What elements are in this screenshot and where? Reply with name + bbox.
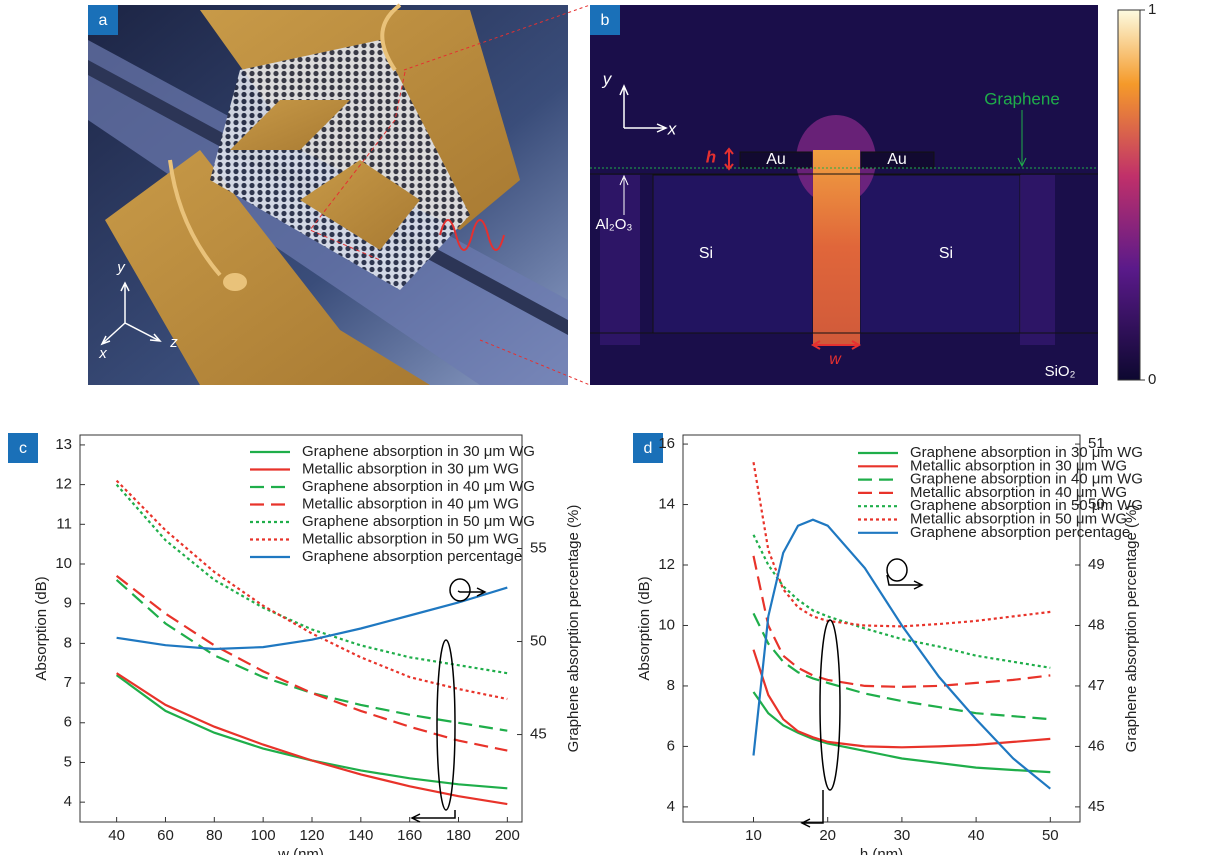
x-tick-label: 40: [968, 827, 985, 844]
figure: a y x z b y x Graphene h Au Au Al₂O₃: [0, 0, 1210, 855]
series-line: [117, 588, 508, 649]
annotation-ellipse: [437, 640, 455, 810]
annotation-ellipse: [820, 620, 840, 790]
y2-tick-label: 45: [530, 726, 547, 743]
annotation-ellipse: [887, 559, 907, 581]
series-line: [117, 576, 508, 751]
panel-label: d: [644, 440, 653, 457]
axis-label: x: [98, 345, 107, 362]
y-axis-label: Absorption (dB): [636, 576, 653, 680]
series-line: [754, 556, 1051, 687]
y-tick-label: 12: [55, 476, 72, 493]
x-tick-label: 200: [495, 827, 520, 844]
annotation-arrow: [458, 588, 485, 596]
panel-label: c: [19, 440, 27, 457]
y2-tick-label: 45: [1088, 798, 1105, 815]
si-label: Si: [939, 245, 953, 262]
y-tick-label: 4: [667, 798, 675, 815]
legend-label: Metallic absorption in 30 μm WG: [302, 460, 519, 477]
panel-a: a y x z: [88, 5, 568, 385]
y-tick-label: 8: [667, 677, 675, 694]
x-tick-label: 140: [348, 827, 373, 844]
wire-bond: [223, 273, 247, 291]
annotation-arrow: [412, 810, 455, 822]
annotation-ellipse: [450, 579, 470, 601]
y2-axis-label: Graphene absorption percentage (%): [565, 505, 582, 753]
legend-label: Graphene absorption percentage: [910, 524, 1130, 541]
y-tick-label: 10: [658, 616, 675, 633]
axis-label: y: [602, 69, 613, 88]
x-tick-label: 20: [819, 827, 836, 844]
y-tick-label: 11: [56, 515, 72, 532]
y-tick-label: 12: [658, 556, 675, 573]
y-tick-label: 5: [64, 753, 72, 770]
y-tick-label: 16: [658, 435, 675, 452]
x-tick-label: 120: [299, 827, 324, 844]
colorbar: [1118, 10, 1140, 380]
legend-label: Metallic absorption in 50 μm WG: [302, 530, 519, 547]
y-tick-label: 8: [64, 634, 72, 651]
field-glow: [600, 175, 640, 345]
al2o3-label: Al₂O₃: [596, 216, 633, 233]
panel-label: a: [99, 12, 108, 29]
x-tick-label: 40: [108, 827, 125, 844]
si-left: [653, 175, 813, 333]
series-line: [117, 673, 508, 804]
series-line: [754, 535, 1051, 668]
y-tick-label: 4: [64, 793, 72, 810]
colorbar-tick-label: 0: [1148, 371, 1156, 388]
x-tick-label: 100: [251, 827, 276, 844]
x-tick-label: 30: [894, 827, 911, 844]
y-tick-label: 6: [64, 714, 72, 731]
si-label: Si: [699, 245, 713, 262]
x-tick-label: 10: [745, 827, 762, 844]
legend-label: Metallic absorption in 40 μm WG: [302, 495, 519, 512]
w-label: w: [829, 351, 842, 368]
legend-label: Graphene absorption in 50 μm WG: [302, 513, 535, 530]
legend-label: Graphene absorption in 40 μm WG: [302, 478, 535, 495]
x-tick-label: 60: [157, 827, 174, 844]
axis-label: x: [667, 119, 677, 138]
y2-tick-label: 50: [530, 632, 547, 649]
x-axis-label: w (nm): [277, 846, 324, 855]
au-label: Au: [887, 151, 907, 168]
y2-tick-label: 55: [530, 539, 547, 556]
series-line: [117, 675, 508, 788]
y2-tick-label: 48: [1088, 616, 1105, 633]
graphene-label: Graphene: [984, 89, 1060, 108]
au-label: Au: [766, 151, 786, 168]
y-tick-label: 14: [658, 496, 675, 513]
axis-label: z: [169, 334, 178, 351]
x-axis-label: h (nm): [860, 846, 903, 855]
x-tick-label: 160: [397, 827, 422, 844]
h-label: h: [706, 147, 716, 166]
panel-label: b: [601, 12, 610, 29]
chart: d10203040504681012141645464748495051h (n…: [633, 433, 1143, 855]
legend-label: Graphene absorption percentage: [302, 548, 522, 565]
y-tick-label: 6: [667, 737, 675, 754]
colorbar-tick-label: 1: [1148, 1, 1156, 18]
y2-tick-label: 46: [1088, 737, 1105, 754]
series-line: [754, 613, 1051, 719]
panel-b: b y x Graphene h Au Au Al₂O₃ Si Si w SiO…: [590, 5, 1140, 385]
y-tick-label: 10: [55, 555, 72, 572]
annotation-arrow: [802, 790, 823, 827]
slot-core: [813, 150, 860, 345]
y-axis-label: Absorption (dB): [33, 576, 50, 680]
legend-label: Graphene absorption in 30 μm WG: [302, 443, 535, 460]
y2-axis-label: Graphene absorption percentage (%): [1123, 505, 1140, 753]
y-tick-label: 7: [64, 674, 72, 691]
x-tick-label: 180: [446, 827, 471, 844]
x-tick-label: 50: [1042, 827, 1059, 844]
y-tick-label: 9: [64, 595, 72, 612]
y-tick-label: 13: [55, 436, 72, 453]
sio2-label: SiO₂: [1045, 363, 1076, 380]
y2-tick-label: 49: [1088, 556, 1105, 573]
y2-tick-label: 47: [1088, 677, 1105, 694]
field-glow: [1020, 175, 1055, 345]
x-tick-label: 80: [206, 827, 223, 844]
